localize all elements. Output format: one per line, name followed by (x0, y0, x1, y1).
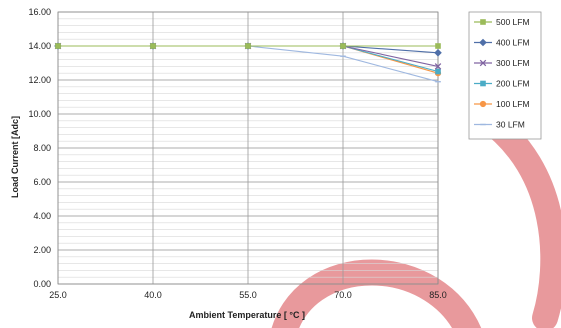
data-point (479, 59, 487, 67)
data-point (434, 49, 442, 57)
x-tick-label: 55.0 (239, 290, 257, 300)
legend-box (468, 11, 542, 140)
watermark-arc (271, 259, 481, 328)
legend-entry: 200 LFM (474, 79, 530, 89)
series-layer (54, 42, 442, 83)
plot-area-border (57, 11, 439, 285)
legend-entry: 30 LFM (474, 120, 525, 130)
x-tick-label: 70.0 (334, 290, 352, 300)
y-tick-label: 2.00 (33, 245, 51, 255)
data-point (479, 38, 487, 47)
legend: 500 LFM 400 LFM 300 LFM 200 LFM 100 LFM 30 LF… (468, 11, 542, 140)
legend-entry: 100 LFM (474, 99, 530, 109)
x-tick-label: 40.0 (144, 290, 162, 300)
x-axis-title: Ambient Temperature [ °C ] (189, 310, 305, 320)
x-tick-label: 25.0 (49, 290, 67, 300)
y-tick-labels: 0.00 2.00 4.00 6.00 8.00 10.00 12.00 14.00 16.00 (28, 7, 51, 289)
data-point (480, 80, 486, 87)
y-axis-title: Load Current [Adc] (10, 116, 20, 198)
y-tick-label: 8.00 (33, 143, 51, 153)
series-500-lfm (55, 43, 441, 49)
y-tick-label: 0.00 (33, 279, 51, 289)
legend-label: 30 LFM (496, 120, 525, 130)
data-point (55, 43, 61, 49)
data-point (150, 43, 156, 49)
y-tick-label: 10.00 (28, 109, 51, 119)
y-tick-label: 6.00 (33, 177, 51, 187)
legend-label: 300 LFM (496, 58, 530, 68)
data-point (435, 43, 441, 49)
legend-label: 500 LFM (496, 17, 530, 27)
data-point (434, 63, 442, 70)
legend-entry: 300 LFM (474, 58, 530, 68)
legend-entry: 500 LFM (474, 17, 530, 27)
legend-entry: 400 LFM (474, 38, 530, 48)
data-point (435, 68, 441, 75)
data-point (340, 43, 346, 49)
x-tick-labels: 25.0 40.0 55.0 70.0 85.0 (49, 290, 447, 300)
legend-label: 400 LFM (496, 38, 530, 48)
y-tick-label: 12.00 (28, 75, 51, 85)
plot-border (57, 11, 439, 285)
x-tick-label: 85.0 (429, 290, 447, 300)
y-tick-label: 16.00 (28, 7, 51, 17)
y-tick-label: 4.00 (33, 211, 51, 221)
y-tick-label: 14.00 (28, 41, 51, 51)
data-point (479, 100, 487, 108)
data-point (245, 43, 251, 49)
legend-label: 200 LFM (496, 79, 530, 89)
data-point (480, 19, 486, 25)
legend-label: 100 LFM (496, 99, 530, 109)
